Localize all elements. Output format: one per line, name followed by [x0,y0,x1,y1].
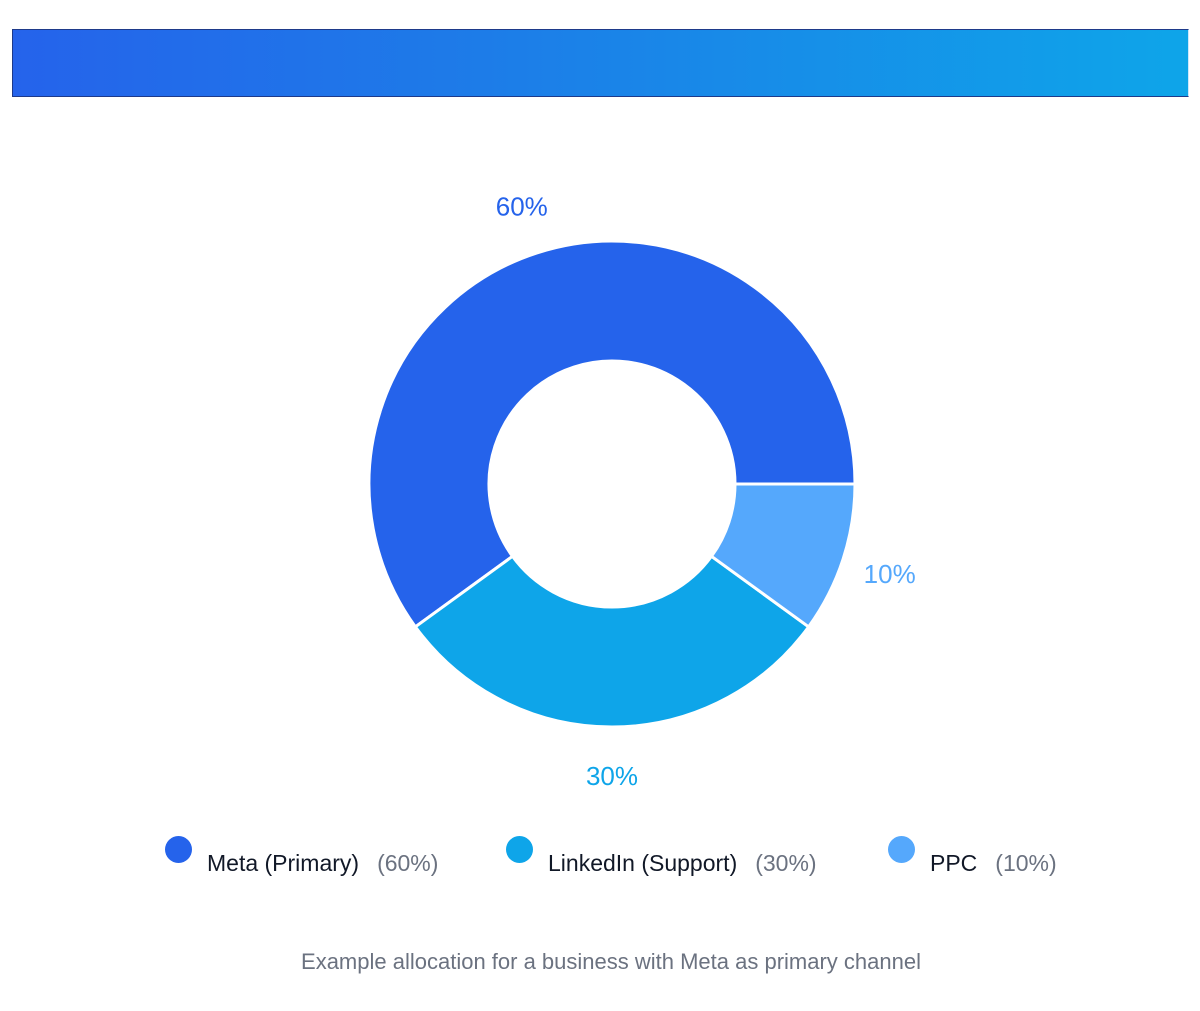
donut-segment-2[interactable] [709,482,857,629]
legend-label: Meta (Primary) [207,850,360,876]
data-label: 30% [586,761,638,791]
legend-item-ppc[interactable]: PPC (10%) [888,836,1057,877]
donut-segment-0[interactable] [367,239,857,629]
data-label: 10% [864,559,916,589]
legend-swatch [506,836,533,863]
legend-swatch [165,836,192,863]
legend-label: LinkedIn (Support) [548,850,738,876]
chart-legend: Meta (Primary) (60%) LinkedIn (Support) … [0,836,1200,886]
legend-swatch [888,836,915,863]
data-label: 60% [496,191,548,221]
legend-item-meta[interactable]: Meta (Primary) (60%) [165,836,438,877]
chart-caption: Example allocation for a business with M… [301,949,921,974]
donut-segment-1[interactable] [413,554,811,729]
legend-percent: (10%) [995,850,1057,876]
donut-chart: 60% 30% 10% [367,191,916,791]
header-gradient-bar [12,29,1189,97]
legend-percent: (30%) [755,850,817,876]
legend-percent: (60%) [377,850,439,876]
legend-label: PPC [930,850,978,876]
legend-item-linkedin[interactable]: LinkedIn (Support) (30%) [506,836,817,877]
